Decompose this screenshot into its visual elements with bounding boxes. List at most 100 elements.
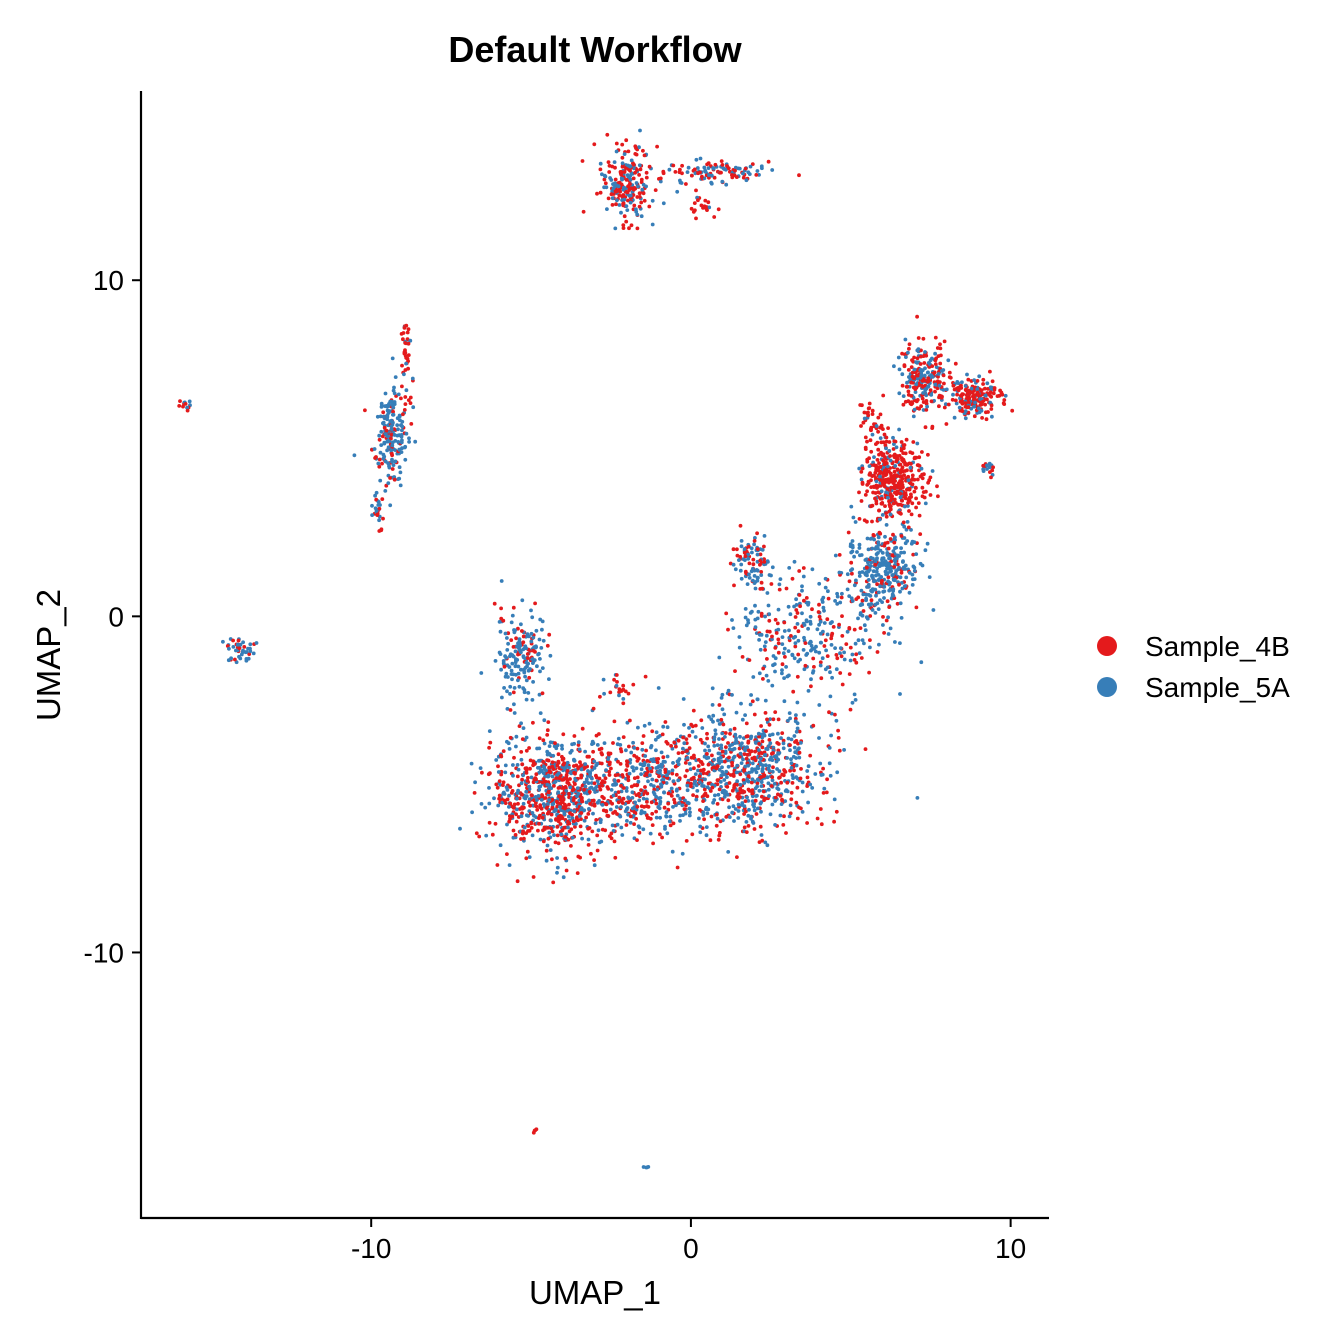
point-sample-5a bbox=[616, 184, 621, 189]
point-sample-5a bbox=[718, 780, 723, 784]
point-sample-5a bbox=[750, 794, 755, 799]
point-sample-4b bbox=[629, 223, 634, 228]
point-sample-4b bbox=[526, 800, 531, 805]
point-sample-5a bbox=[724, 182, 729, 187]
point-sample-5a bbox=[745, 795, 749, 800]
point-sample-5a bbox=[398, 483, 403, 488]
point-sample-4b bbox=[793, 615, 798, 619]
point-sample-5a bbox=[891, 594, 896, 598]
point-sample-5a bbox=[715, 816, 720, 821]
point-sample-5a bbox=[608, 176, 612, 180]
point-sample-4b bbox=[910, 473, 915, 478]
point-sample-4b bbox=[708, 789, 713, 793]
point-sample-4b bbox=[914, 486, 918, 490]
point-sample-4b bbox=[714, 812, 719, 817]
point-sample-5a bbox=[554, 746, 559, 751]
point-sample-4b bbox=[785, 780, 790, 785]
point-sample-4b bbox=[639, 804, 644, 809]
point-sample-4b bbox=[864, 565, 869, 570]
point-sample-4b bbox=[561, 732, 566, 737]
point-sample-4b bbox=[771, 717, 776, 722]
point-sample-5a bbox=[762, 644, 767, 649]
point-sample-4b bbox=[719, 170, 723, 175]
point-sample-4b bbox=[933, 362, 938, 366]
point-sample-5a bbox=[759, 573, 764, 577]
point-sample-5a bbox=[731, 562, 736, 567]
point-sample-4b bbox=[634, 816, 638, 821]
point-sample-4b bbox=[887, 605, 892, 609]
point-sample-5a bbox=[933, 351, 937, 356]
point-sample-5a bbox=[720, 770, 725, 774]
point-sample-4b bbox=[619, 798, 624, 803]
point-sample-4b bbox=[598, 167, 603, 172]
point-sample-5a bbox=[812, 646, 817, 651]
point-sample-4b bbox=[857, 490, 861, 495]
point-sample-5a bbox=[815, 627, 820, 632]
point-sample-4b bbox=[755, 531, 759, 536]
point-sample-5a bbox=[747, 807, 751, 812]
point-sample-4b bbox=[527, 828, 532, 833]
point-sample-4b bbox=[592, 858, 596, 862]
point-sample-4b bbox=[705, 752, 709, 756]
point-sample-4b bbox=[579, 817, 583, 821]
point-sample-5a bbox=[849, 550, 854, 555]
point-sample-5a bbox=[627, 771, 632, 776]
point-sample-5a bbox=[787, 711, 792, 715]
point-sample-4b bbox=[637, 173, 641, 177]
point-sample-4b bbox=[730, 788, 735, 793]
point-sample-5a bbox=[410, 376, 415, 381]
point-sample-4b bbox=[920, 485, 925, 490]
point-sample-5a bbox=[900, 372, 905, 377]
point-sample-5a bbox=[898, 641, 902, 645]
point-sample-4b bbox=[401, 337, 405, 342]
point-sample-4b bbox=[784, 831, 788, 835]
point-sample-5a bbox=[739, 701, 743, 706]
point-sample-4b bbox=[999, 390, 1004, 395]
point-sample-5a bbox=[519, 622, 523, 627]
point-sample-5a bbox=[979, 408, 984, 413]
point-sample-4b bbox=[492, 601, 497, 606]
point-sample-4b bbox=[698, 760, 703, 764]
point-sample-4b bbox=[876, 468, 881, 473]
point-sample-4b bbox=[606, 196, 611, 201]
point-sample-5a bbox=[732, 819, 736, 823]
point-sample-5a bbox=[393, 448, 398, 452]
point-sample-5a bbox=[735, 779, 740, 784]
point-sample-5a bbox=[742, 804, 747, 809]
point-sample-5a bbox=[897, 427, 901, 432]
point-sample-4b bbox=[889, 471, 893, 476]
point-sample-5a bbox=[926, 370, 930, 375]
point-sample-5a bbox=[404, 388, 409, 393]
point-sample-5a bbox=[919, 373, 924, 378]
point-sample-5a bbox=[479, 671, 484, 675]
point-sample-5a bbox=[500, 695, 504, 700]
point-sample-5a bbox=[739, 544, 744, 549]
point-sample-4b bbox=[605, 785, 610, 789]
point-sample-4b bbox=[499, 606, 503, 611]
point-sample-4b bbox=[861, 609, 866, 613]
point-sample-5a bbox=[770, 778, 775, 783]
point-sample-5a bbox=[648, 773, 652, 778]
point-sample-5a bbox=[876, 535, 881, 540]
point-sample-5a bbox=[634, 209, 639, 214]
point-sample-4b bbox=[920, 472, 924, 477]
point-sample-4b bbox=[956, 385, 961, 390]
point-sample-4b bbox=[868, 471, 872, 476]
point-sample-5a bbox=[523, 644, 528, 649]
point-sample-4b bbox=[647, 204, 652, 209]
point-sample-4b bbox=[531, 763, 535, 768]
point-sample-4b bbox=[904, 462, 909, 466]
point-sample-5a bbox=[828, 694, 833, 699]
point-sample-4b bbox=[761, 774, 766, 778]
point-sample-4b bbox=[615, 680, 619, 684]
point-sample-5a bbox=[379, 405, 384, 409]
point-sample-5a bbox=[782, 646, 787, 651]
point-sample-5a bbox=[393, 459, 398, 464]
point-sample-4b bbox=[627, 744, 631, 749]
point-sample-5a bbox=[881, 623, 885, 627]
point-sample-5a bbox=[403, 457, 408, 462]
point-sample-5a bbox=[548, 753, 553, 757]
point-sample-5a bbox=[545, 843, 550, 848]
point-sample-5a bbox=[751, 675, 756, 679]
point-sample-4b bbox=[580, 159, 585, 163]
